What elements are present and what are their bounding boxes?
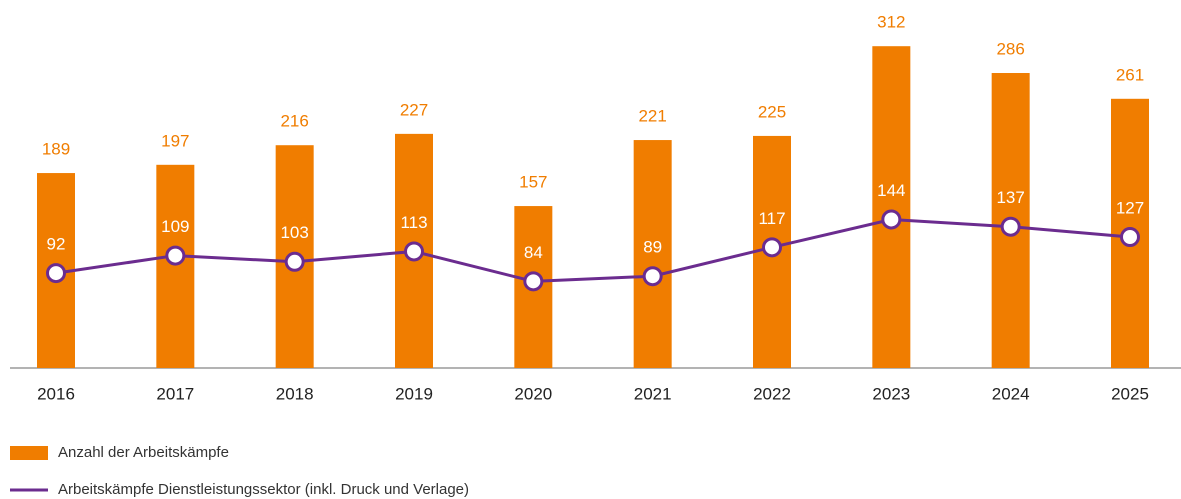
legend: Anzahl der Arbeitskämpfe Arbeitskämpfe Di… — [10, 444, 469, 498]
x-tick-label: 2021 — [634, 384, 672, 403]
x-tick-label: 2019 — [395, 384, 433, 403]
line — [55, 217, 1131, 283]
line-value-label: 89 — [643, 238, 662, 257]
x-tick-label: 2016 — [37, 384, 75, 403]
bar-value-label: 225 — [758, 102, 786, 121]
line-value-label: 92 — [47, 235, 66, 254]
line-value-label: 137 — [996, 188, 1024, 207]
bar-value-label: 216 — [280, 112, 308, 131]
line-value-label: 117 — [758, 209, 785, 228]
line-marker — [881, 209, 902, 230]
x-tick-label: 2022 — [753, 384, 791, 403]
line-marker — [1000, 216, 1021, 237]
line-marker — [404, 241, 424, 262]
plot-area: 2016 2017 2018 2019 2020 2021 2022 2023 2024 2025… — [37, 13, 1149, 403]
legend-swatch — [10, 446, 48, 460]
line-marker — [762, 237, 782, 258]
line-marker — [642, 266, 663, 287]
bar-value-label: 261 — [1116, 65, 1144, 84]
x-tick-label: 2024 — [992, 384, 1030, 403]
x-tick-label: 2020 — [514, 384, 552, 403]
bar-value-label: 286 — [996, 39, 1024, 58]
x-tick-label: 2017 — [156, 384, 194, 403]
legend-label: Anzahl der Arbeitskämpfe — [58, 444, 229, 461]
x-tick-label: 2018 — [276, 384, 314, 403]
line-value-label: 144 — [877, 181, 905, 200]
line-value-label: 84 — [524, 243, 543, 262]
bar — [156, 164, 195, 368]
line-marker — [284, 251, 305, 272]
x-tick-label: 2023 — [872, 384, 910, 403]
bar-value-label: 227 — [400, 100, 428, 119]
bar — [872, 46, 911, 369]
bar-value-label: 157 — [519, 173, 547, 192]
x-tick-label: 2025 — [1111, 384, 1149, 403]
line-marker — [46, 263, 66, 284]
line-marker — [1120, 227, 1140, 248]
line-marker — [523, 271, 544, 292]
line-value-label: 127 — [1116, 198, 1144, 217]
bar-value-label: 221 — [638, 107, 666, 126]
line-marker — [165, 245, 186, 266]
bar-value-label: 312 — [877, 13, 905, 32]
bar-value-label: 189 — [42, 140, 70, 159]
line-value-label: 109 — [161, 217, 189, 236]
line-value-label: 103 — [280, 223, 308, 242]
legend-label: Arbeitskämpfe Dienstleistungssektor (ink… — [58, 481, 469, 498]
bar-value-label: 197 — [161, 131, 189, 150]
line-value-label: 113 — [400, 213, 427, 232]
bar — [633, 140, 672, 368]
